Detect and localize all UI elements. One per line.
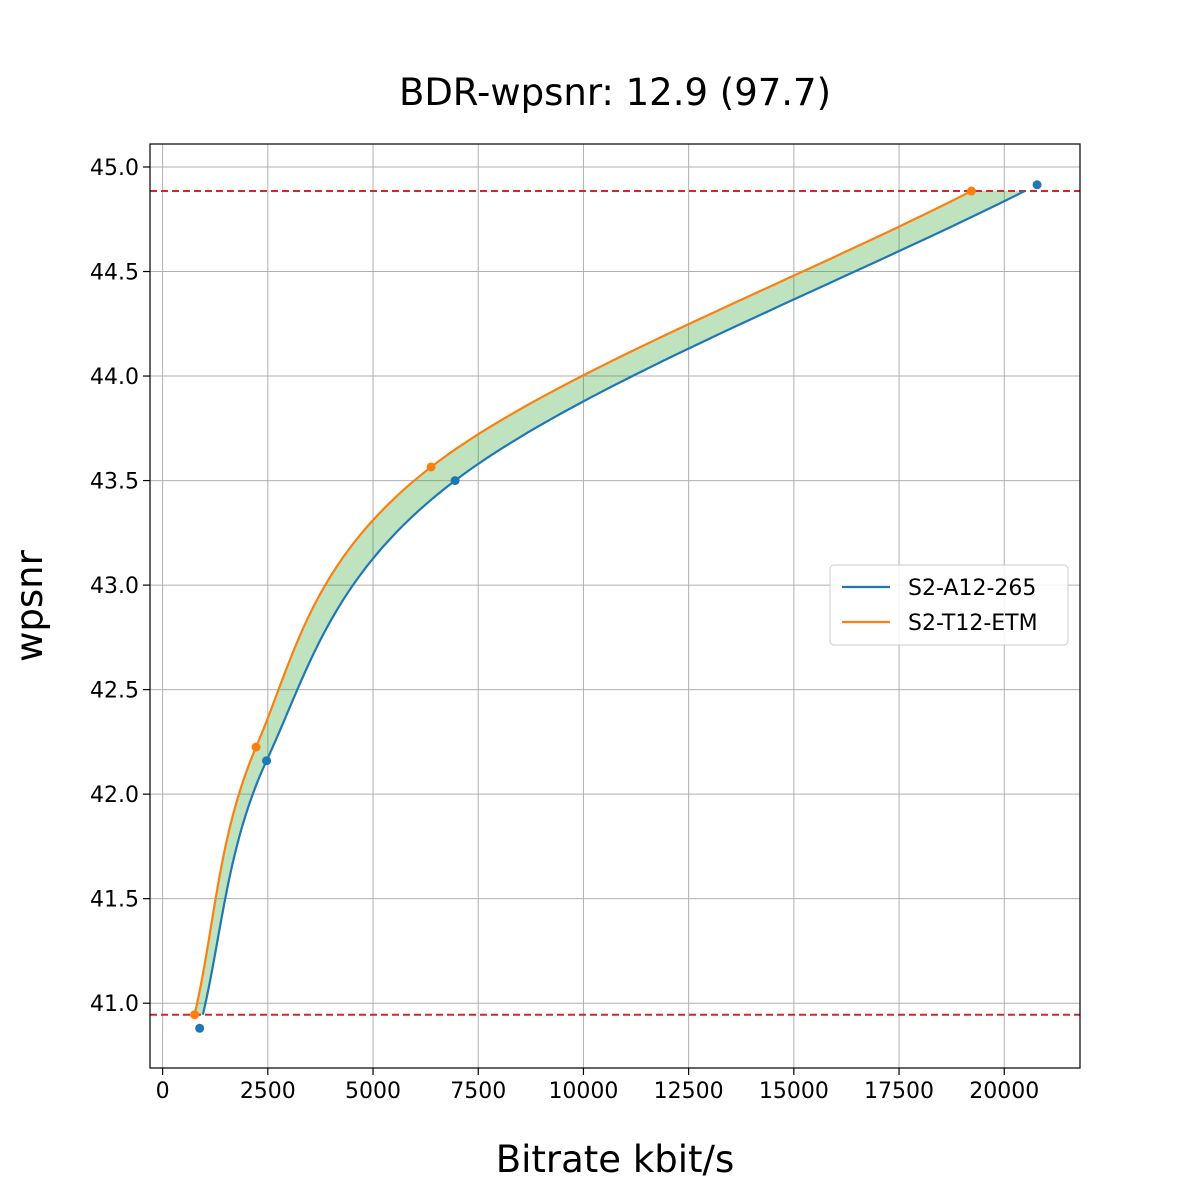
y-tick-label: 44.0 — [90, 365, 139, 390]
plot-frame — [149, 143, 1081, 1069]
x-tick-label: 12500 — [654, 1079, 724, 1104]
legend-box — [829, 564, 1069, 646]
chart-title: BDR-wpsnr: 12.9 (97.7) — [399, 71, 831, 114]
x-tick-label: 0 — [156, 1079, 170, 1104]
y-tick-label: 43.0 — [90, 574, 139, 599]
x-tick-label: 7500 — [450, 1079, 506, 1104]
y-tick-label: 41.0 — [90, 992, 139, 1017]
data-point-s2-a12-265 — [450, 476, 460, 486]
y-tick-label: 41.5 — [90, 888, 139, 913]
x-tick-label: 2500 — [240, 1079, 296, 1104]
x-tick-label: 5000 — [345, 1079, 401, 1104]
y-tick-label: 44.5 — [90, 261, 139, 286]
series-layer — [190, 180, 1042, 1033]
data-point-s2-t12-etm — [190, 1010, 200, 1020]
data-point-s2-t12-etm — [966, 186, 976, 196]
x-tick-label: 15000 — [759, 1079, 829, 1104]
ticks: 0 2500 5000 7500 10000 12500 15000 17500 20000 41… — [90, 156, 1039, 1104]
y-tick-label: 42.0 — [90, 783, 139, 808]
y-tick-label: 42.5 — [90, 679, 139, 704]
y-tick-label: 45.0 — [90, 156, 139, 181]
reference-lines — [150, 190, 1080, 1016]
y-axis-title: wpsnr — [8, 549, 51, 661]
x-tick-label: 20000 — [969, 1079, 1039, 1104]
data-point-s2-t12-etm — [426, 462, 436, 472]
series-line-s2-a12-265 — [201, 190, 1026, 1015]
legend-label-s2-a12-265: S2-A12-265 — [908, 576, 1036, 601]
data-point-s2-a12-265 — [195, 1023, 205, 1033]
data-point-s2-a12-265 — [262, 756, 272, 766]
grid — [150, 144, 1080, 1068]
series-line-s2-t12-etm — [193, 190, 972, 1015]
data-point-s2-a12-265 — [1032, 180, 1042, 190]
legend-label-s2-t12-etm: S2-T12-ETM — [908, 611, 1038, 636]
data-point-s2-t12-etm — [251, 742, 261, 752]
x-axis-title: Bitrate kbit/s — [496, 1138, 735, 1181]
legend: S2-A12-265 S2-T12-ETM — [829, 564, 1069, 646]
x-tick-label: 17500 — [864, 1079, 934, 1104]
x-tick-label: 10000 — [548, 1079, 618, 1104]
y-tick-label: 43.5 — [90, 470, 139, 495]
